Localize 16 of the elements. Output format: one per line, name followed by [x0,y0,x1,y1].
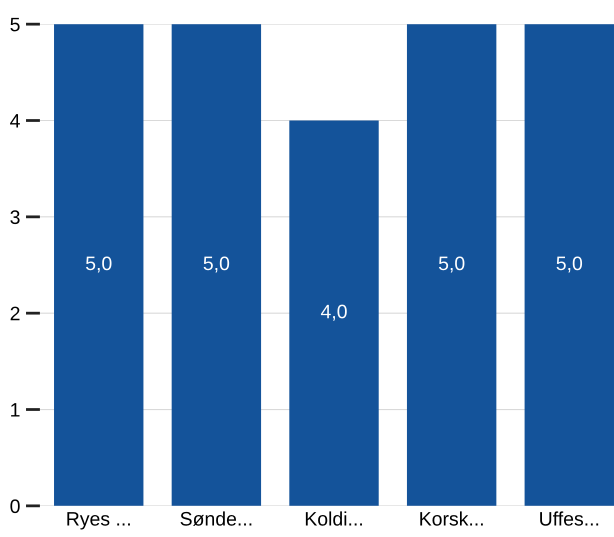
y-tick-label: 1 [11,403,20,417]
data-label: 5,0 [204,256,230,273]
y-tick-label: 0 [10,499,20,514]
y-tick-label: 4 [10,114,20,128]
y-tick-label: 2 [10,306,20,320]
data-label: 5,0 [438,256,464,273]
data-label: 4,0 [320,304,347,321]
x-tick-label: Sønde... [180,511,252,526]
data-label: 5,0 [556,256,582,273]
data-label: 5,0 [86,256,112,273]
y-tick-label: 5 [10,18,20,32]
x-tick-label: Korsk... [420,511,483,526]
y-tick-label: 3 [10,210,20,224]
x-tick-label: Uffes... [540,511,598,526]
x-tick-label: Ryes ... [67,512,130,530]
x-tick-label: Koldi... [306,511,362,526]
